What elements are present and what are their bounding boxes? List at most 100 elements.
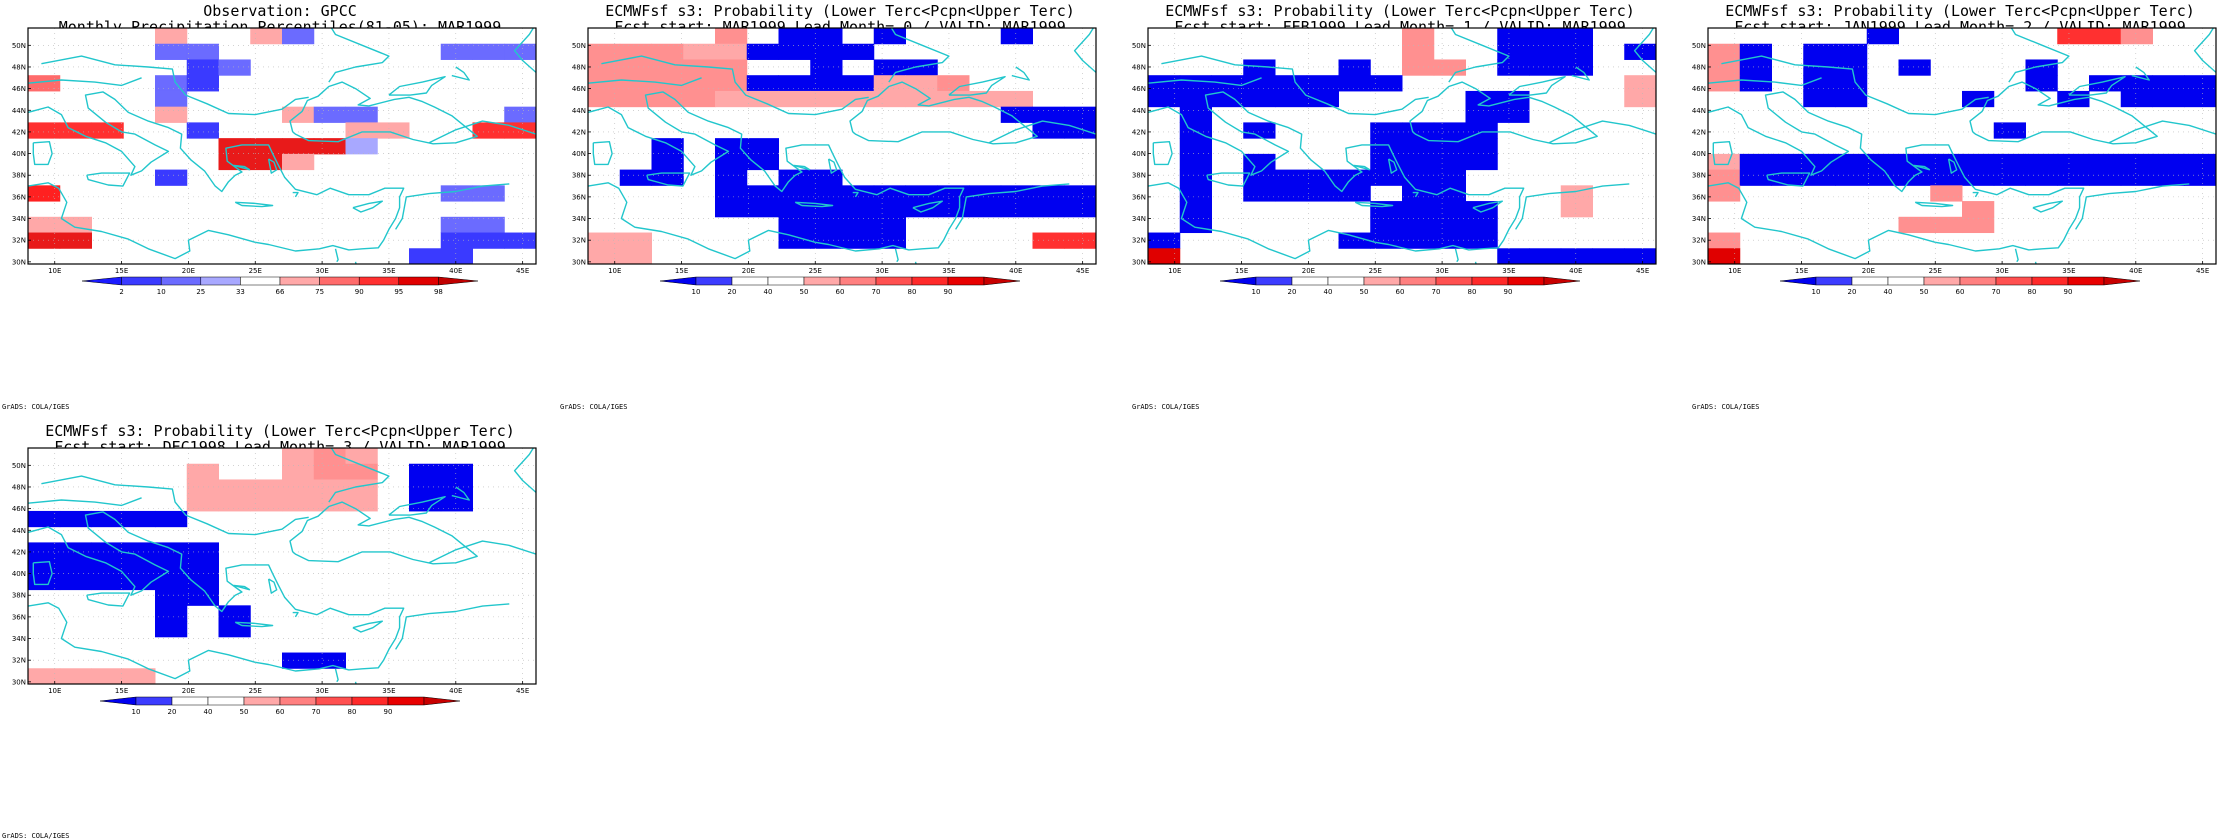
grid-cell	[1739, 59, 1772, 76]
colorbar-tick-label: 50	[1920, 288, 1929, 296]
longitude-tick-label: 15E	[115, 267, 128, 275]
colorbar-segment	[279, 696, 317, 706]
grid-cell	[1064, 185, 1097, 202]
grid-cell	[1179, 153, 1212, 171]
grid-cell	[1338, 59, 1371, 76]
latitude-tick-label: 32N	[12, 237, 26, 245]
grid-cell	[250, 28, 283, 45]
grid-cell	[873, 216, 906, 234]
coastline	[888, 28, 950, 83]
colorbar-tick-label: 40	[1324, 288, 1333, 296]
colorbar-segment	[659, 276, 697, 286]
coastline	[1095, 72, 1096, 74]
grid-cell	[1211, 90, 1244, 108]
grid-cell	[313, 463, 346, 480]
grid-cell	[313, 106, 346, 123]
grid-cell	[778, 216, 811, 234]
grads-credit: GrADS: COLA/IGES	[1692, 403, 1760, 411]
grid-cell	[1866, 169, 1899, 186]
coastline	[388, 496, 446, 516]
grid-cell	[1898, 59, 1931, 76]
grid-cell	[2152, 75, 2185, 92]
longitude-tick-label: 35E	[382, 687, 395, 695]
grid-cell	[588, 43, 621, 60]
coastlines	[28, 28, 536, 264]
coastline	[513, 28, 536, 73]
longitude-tick-label: 25E	[809, 267, 822, 275]
coastlines	[1708, 28, 2216, 264]
coastline	[988, 120, 1096, 144]
grid-cell	[1592, 248, 1625, 265]
grid-cell	[1148, 75, 1181, 92]
grid-cell	[313, 479, 346, 496]
colorbar-tick-label: 90	[384, 708, 393, 716]
grads-credit-bottom: GrADS: COLA/IGES	[2, 832, 70, 840]
map-panel-observation: Observation: GPCC Monthly Precipitation …	[0, 0, 560, 420]
grid-cell	[155, 106, 188, 123]
grid-cell	[155, 605, 188, 622]
grid-cell	[746, 185, 779, 202]
grid-cell	[619, 90, 652, 108]
grid-cell	[1402, 59, 1435, 76]
colorbar-tick-label: 80	[2028, 288, 2037, 296]
grid-cell	[746, 75, 779, 92]
grid-cell	[651, 138, 684, 155]
grid-cell	[1275, 75, 1308, 92]
grid-cell	[746, 201, 779, 218]
grid-cell	[28, 75, 61, 92]
grid-cell	[778, 75, 811, 92]
map-frame	[1707, 27, 2217, 265]
grid-cell	[905, 201, 938, 218]
colorbar-tick-label: 80	[1468, 288, 1477, 296]
grid-cell	[1866, 28, 1899, 45]
grid-cell	[1835, 75, 1868, 92]
grid-cell	[2152, 169, 2185, 186]
grid-cell	[155, 90, 188, 108]
grid-cell	[778, 90, 811, 108]
grid-cell	[1803, 75, 1836, 92]
grid-cell	[715, 201, 748, 218]
coastline	[28, 497, 142, 507]
coastline	[815, 153, 965, 252]
coastline	[1472, 200, 1503, 213]
grid-cell	[1433, 232, 1466, 249]
grid-cell	[1433, 201, 1466, 218]
longitude-tick-label: 20E	[182, 687, 195, 695]
grid-cell	[504, 43, 537, 60]
coastline	[395, 603, 510, 650]
grid-cell	[2184, 90, 2217, 108]
grid-cell	[1370, 232, 1403, 249]
grid-cell	[250, 479, 283, 496]
grid-cell	[1803, 59, 1836, 76]
panel-title: ECMWFsf s3: Probability (Lower Terc<Pcpn…	[605, 2, 1075, 20]
longitude-labels: 10E 15E 20E 25E 30E 35E 40E 45E	[48, 681, 529, 695]
grid-cell	[1993, 153, 2026, 171]
grid-cell	[1739, 169, 1772, 186]
coastline	[2131, 66, 2150, 81]
coastline	[1011, 66, 1030, 81]
longitude-tick-label: 10E	[48, 687, 61, 695]
grid-cell	[873, 28, 906, 45]
grid-cell	[969, 185, 1002, 202]
grid-cell	[186, 75, 219, 92]
grid-cell	[1624, 90, 1657, 108]
coastline	[1914, 201, 1954, 208]
colorbar: 10 20 40 50 60 70 80 90	[1779, 276, 2141, 296]
latitude-tick-label: 36N	[1692, 193, 1706, 201]
longitude-tick-label: 10E	[48, 267, 61, 275]
colorbar-tick-label: 2	[119, 288, 123, 296]
coastline	[32, 141, 53, 166]
coastline	[955, 183, 1070, 230]
colorbar-segment	[1363, 276, 1401, 286]
coastlines	[1148, 28, 1656, 264]
grid-cell	[2120, 169, 2153, 186]
grid-cell	[1000, 185, 1033, 202]
latitude-tick-label: 42N	[1692, 128, 1706, 136]
colorbar-tick-label: 98	[434, 288, 443, 296]
colorbar-segment	[911, 276, 949, 286]
coastline	[267, 578, 278, 594]
longitude-tick-label: 35E	[1502, 267, 1515, 275]
longitude-tick-label: 40E	[449, 687, 462, 695]
latitude-tick-label: 32N	[12, 657, 26, 665]
colorbar-segment	[1851, 276, 1889, 286]
